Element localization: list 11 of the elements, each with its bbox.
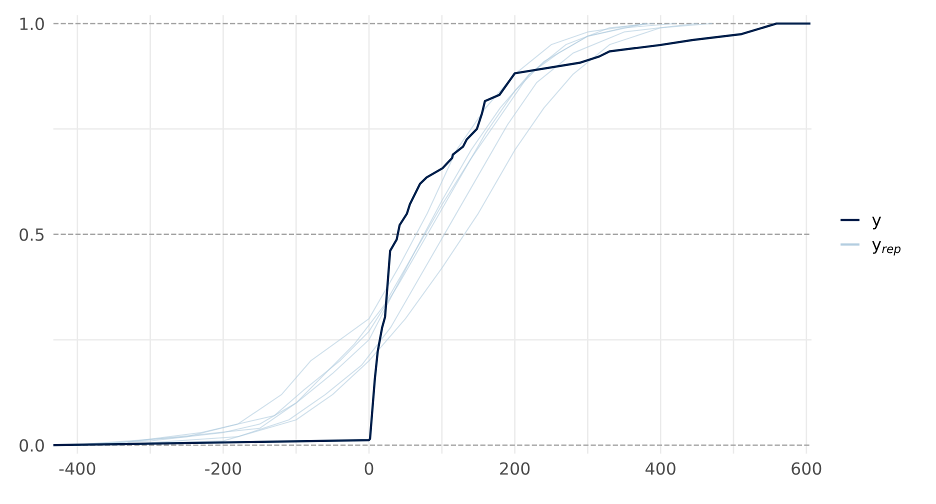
x-tick-label: -400 — [59, 462, 96, 475]
y-tick-label: 0.0 — [20, 439, 44, 452]
legend-label: y$_{rep}$ — [872, 241, 901, 256]
x-tick-label: 600 — [792, 462, 822, 475]
x-tick-label: -200 — [205, 462, 242, 475]
x-tick-label: 200 — [500, 462, 530, 475]
legend-label: y — [872, 216, 882, 230]
y-tick-label: 1.0 — [20, 18, 44, 30]
x-tick-label: 400 — [646, 462, 676, 475]
y-tick-label: 0.5 — [20, 228, 44, 241]
x-tick-label: 0 — [364, 462, 374, 475]
